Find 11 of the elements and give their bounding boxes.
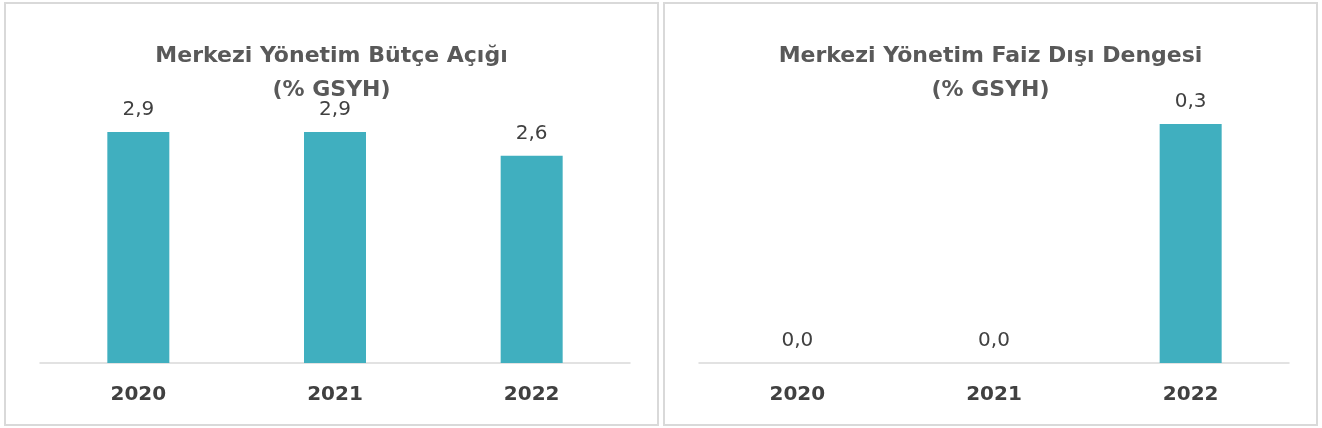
- data-label: 2,6: [515, 119, 548, 144]
- x-tick-label: 2021: [307, 381, 363, 405]
- data-label: 0,3: [1174, 88, 1207, 112]
- data-label: 0,0: [781, 327, 814, 351]
- x-tick-label: 2022: [1162, 381, 1219, 405]
- x-tick-label: 2021: [966, 381, 1022, 405]
- data-label: 2,9: [122, 95, 155, 120]
- x-tick-label: 2022: [503, 381, 560, 405]
- data-label: 0,0: [978, 327, 1010, 351]
- x-tick-label: 2020: [769, 381, 826, 405]
- x-tick-label: 2020: [110, 381, 167, 405]
